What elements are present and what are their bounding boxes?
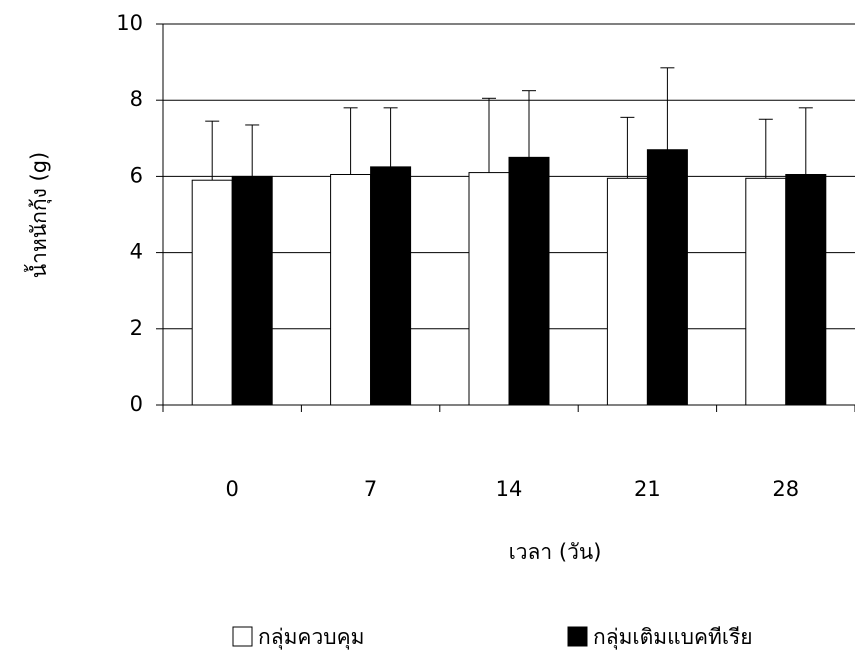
error-bar — [384, 108, 398, 167]
bar — [192, 180, 232, 405]
y-tick-label: 2 — [130, 316, 143, 340]
error-bar — [205, 121, 219, 180]
error-bar — [759, 119, 773, 178]
bar — [786, 174, 826, 405]
bar — [469, 173, 509, 405]
bar — [607, 178, 647, 405]
error-bar — [482, 98, 496, 172]
bar — [371, 167, 411, 405]
legend-swatch — [568, 627, 587, 646]
bar — [509, 157, 549, 405]
x-tick-label: 7 — [364, 477, 377, 501]
bar — [232, 176, 272, 405]
chart: เวลา (วัน) น้ำหนักกุ้ง (g) 0 2 4 6 8 10 0 7 14 21… — [0, 0, 855, 659]
y-tick-label: 10 — [116, 11, 143, 35]
bar — [647, 150, 687, 405]
x-tick-label: 0 — [226, 477, 239, 501]
y-axis-label: น้ำหนักกุ้ง (g) — [24, 152, 52, 278]
x-tick-label: 14 — [496, 477, 523, 501]
error-bar — [799, 108, 813, 175]
error-bar — [660, 68, 674, 150]
legend-label: กลุ่มควบคุม — [258, 625, 365, 650]
error-bar — [245, 125, 259, 176]
y-tick-label: 6 — [130, 163, 143, 187]
x-tick-label: 21 — [634, 477, 661, 501]
y-tick-label: 8 — [130, 87, 143, 111]
x-tick-label: 28 — [772, 477, 799, 501]
legend-swatch — [233, 627, 252, 646]
error-bar — [620, 117, 634, 178]
legend-label: กลุ่มเติมแบคทีเรีย — [593, 625, 753, 650]
bar — [746, 178, 786, 405]
y-tick-label: 4 — [130, 240, 143, 264]
bar — [331, 174, 371, 405]
error-bar — [344, 108, 358, 175]
x-axis-label: เวลา (วัน) — [509, 540, 602, 564]
y-tick-label: 0 — [130, 392, 143, 416]
